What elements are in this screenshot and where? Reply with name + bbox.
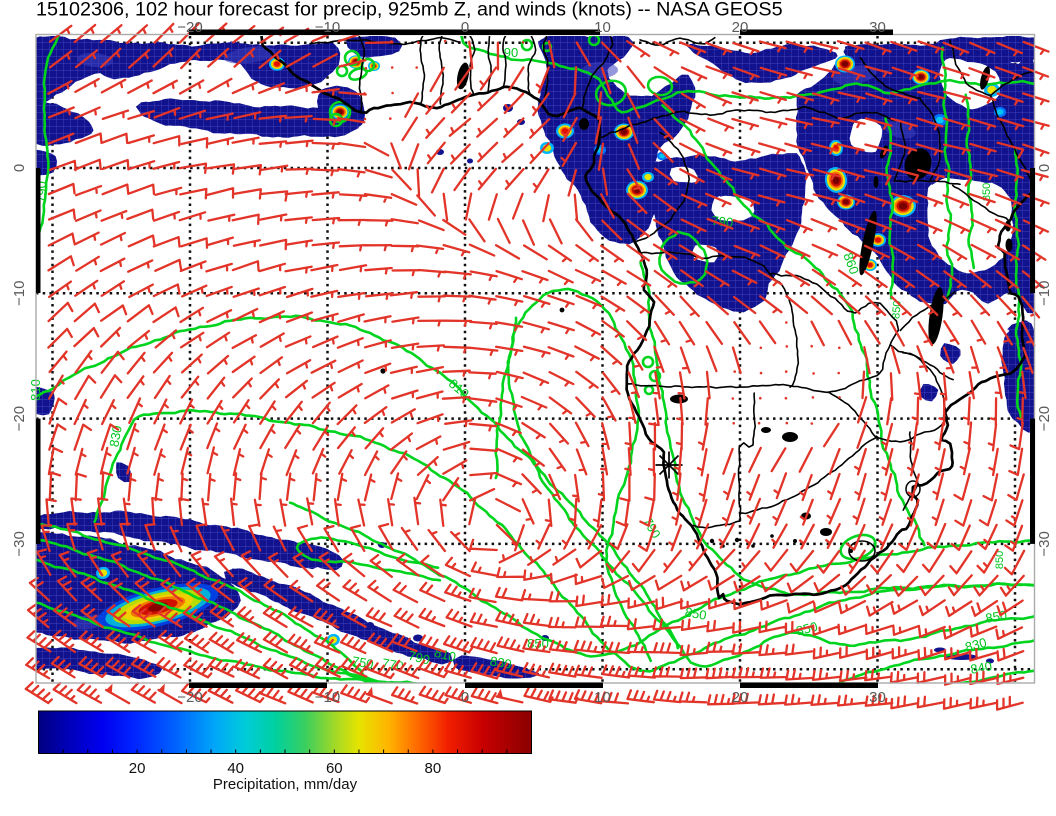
svg-text:−10: −10 (1036, 281, 1053, 306)
svg-text:10: 10 (594, 19, 611, 36)
svg-text:0: 0 (1036, 164, 1053, 172)
svg-text:850: 850 (994, 551, 1006, 569)
svg-text:0: 0 (461, 689, 469, 706)
svg-text:−30: −30 (11, 531, 28, 556)
svg-text:850: 850 (984, 607, 1008, 626)
svg-text:850: 850 (981, 183, 993, 201)
svg-text:790: 790 (407, 648, 432, 668)
svg-text:40: 40 (227, 760, 244, 777)
svg-text:15102306, 102 hour forecast fo: 15102306, 102 hour forecast for precip, … (36, 0, 783, 21)
svg-text:−20: −20 (177, 19, 202, 36)
svg-text:0: 0 (11, 164, 28, 172)
svg-text:90: 90 (504, 45, 518, 60)
svg-text:10: 10 (594, 689, 611, 706)
svg-text:30: 30 (869, 19, 886, 36)
svg-text:830: 830 (963, 635, 988, 655)
svg-text:840: 840 (969, 658, 993, 677)
svg-text:−20: −20 (1036, 406, 1053, 431)
svg-text:860: 860 (840, 251, 862, 277)
svg-text:830: 830 (106, 424, 125, 448)
svg-text:−10: −10 (315, 689, 340, 706)
svg-text:60: 60 (326, 760, 343, 777)
svg-text:80: 80 (425, 760, 442, 777)
svg-text:850: 850 (684, 604, 708, 623)
svg-text:0: 0 (461, 19, 469, 36)
svg-text:−10: −10 (11, 281, 28, 306)
svg-text:−20: −20 (177, 689, 202, 706)
svg-text:−10: −10 (315, 19, 340, 36)
svg-text:Precipitation, mm/day: Precipitation, mm/day (213, 776, 358, 793)
svg-text:20: 20 (732, 19, 749, 36)
svg-text:20: 20 (732, 689, 749, 706)
svg-text:−20: −20 (11, 406, 28, 431)
svg-text:30: 30 (869, 689, 886, 706)
svg-text:20: 20 (129, 760, 146, 777)
svg-text:−30: −30 (1036, 531, 1053, 556)
